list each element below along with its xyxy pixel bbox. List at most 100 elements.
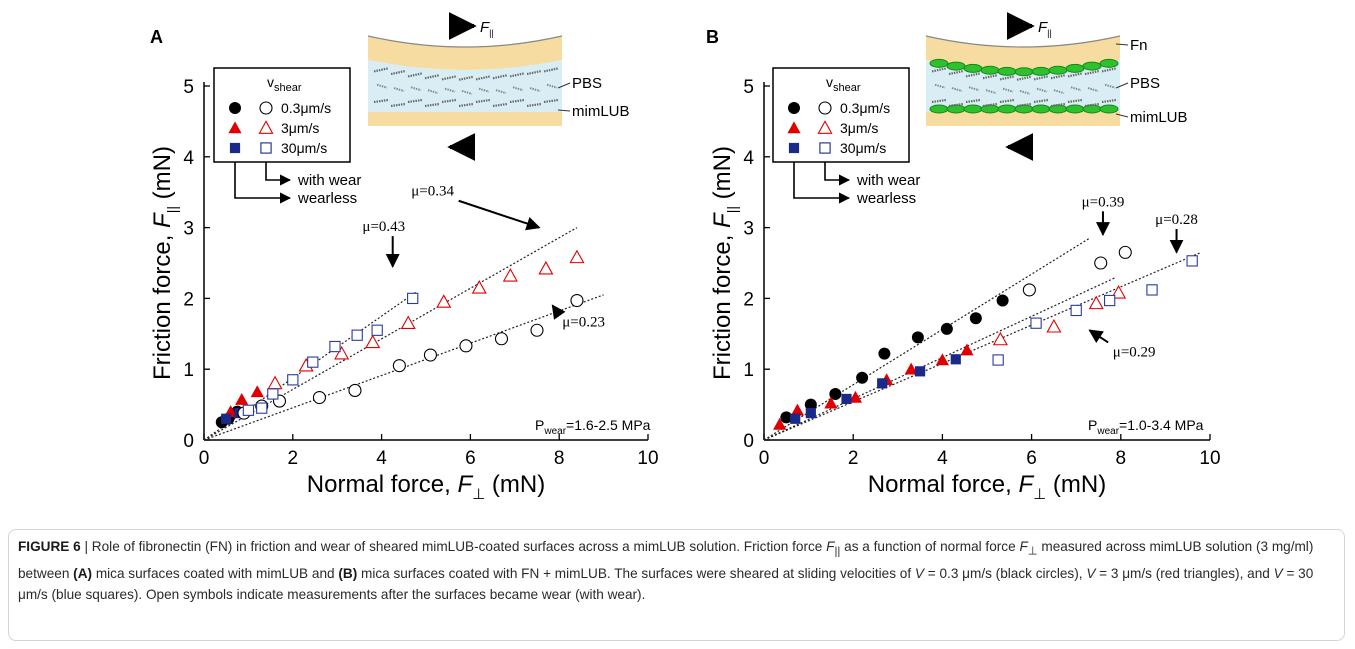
y-axis-title-text: Friction force, [709, 228, 736, 380]
data-point [848, 390, 863, 403]
data-point [904, 362, 918, 375]
y-axis-title-unit: (mN) [149, 146, 176, 206]
lubricin-chain [444, 87, 456, 93]
x-axis-title: Normal force, F⊥ (mN) [307, 471, 545, 503]
data-point [365, 334, 381, 349]
data-point [423, 348, 437, 362]
mu-annotation: μ=0.23 [562, 315, 605, 331]
data-point [996, 294, 1009, 307]
y-axis-title-text: Friction force, [149, 228, 176, 380]
shear-force-symbol: F [1038, 19, 1048, 36]
lubricin-chain [478, 87, 490, 93]
y-axis-title-symbol: F [709, 212, 736, 228]
lubricin-chain [951, 87, 963, 92]
data-point [221, 413, 232, 424]
fn-layer-blob [1065, 104, 1085, 114]
pressure-label-symbol: P [535, 417, 544, 433]
fn-layer-blob [997, 66, 1017, 76]
data-point [530, 323, 544, 337]
data-point [940, 322, 953, 335]
y-axis-title-subscript: || [724, 206, 740, 213]
caption-ref-a: (A) [73, 565, 93, 581]
fn-layer-blob [1099, 104, 1119, 114]
x-tick-label: 0 [759, 448, 770, 469]
data-point [307, 356, 319, 368]
x-axis-title-subscript: ⊥ [1033, 486, 1046, 503]
surface-schematic: F|| Fn PBS mimLUB [925, 12, 1188, 161]
y-tick-label: 1 [183, 360, 194, 381]
mu-arrow [1088, 329, 1109, 344]
data-point [436, 294, 452, 308]
figure-caption: FIGURE 6 | Role of fibronectin (FN) in f… [18, 536, 1336, 605]
mu-annotation: μ=0.28 [1155, 212, 1198, 228]
data-point [267, 388, 279, 400]
schematic-label-leader [1115, 113, 1129, 118]
caption-box [8, 529, 1345, 641]
schematic-label: PBS [1130, 75, 1160, 92]
data-point [471, 280, 487, 294]
data-point [780, 411, 793, 424]
data-point [1088, 295, 1104, 310]
data-point [351, 329, 363, 341]
y-tick-label: 1 [743, 360, 754, 381]
pressure-label-value: =1.0-3.4 MPa [1119, 417, 1204, 433]
fn-layer-blob [1082, 61, 1102, 71]
wearless-label: wearless [297, 190, 357, 207]
fn-layer-blob [929, 104, 949, 114]
legend-marker-open [817, 120, 833, 134]
caption-text-5: mica surfaces coated with FN + mimLUB. T… [357, 565, 915, 581]
legend-entry-label: 3μm/s [281, 120, 319, 136]
shear-force-label: F|| [480, 19, 494, 38]
fn-layer-blob [963, 63, 983, 73]
pressure-label-symbol: P [1088, 417, 1097, 433]
x-tick-label: 0 [199, 448, 210, 469]
mu-arrow [551, 304, 566, 320]
caption-symbol: V [1086, 565, 1096, 581]
x-tick-label: 8 [554, 448, 565, 469]
legend-marker-filled [229, 102, 241, 114]
lubricin-chain [1070, 86, 1082, 92]
x-tick-label: 10 [637, 448, 658, 469]
pbs-gap [926, 60, 1120, 112]
wearless-label: wearless [856, 190, 916, 207]
data-point [969, 312, 982, 325]
wearless-arrow [234, 162, 292, 204]
with-wear-label: with wear [856, 172, 920, 189]
data-point [1186, 255, 1198, 267]
schematic-label: PBS [572, 75, 602, 92]
panel-label: A [150, 27, 163, 47]
schematic-label-leader [1115, 82, 1129, 89]
legend-marker-open [818, 101, 832, 115]
y-tick-label: 0 [183, 431, 194, 452]
caption-text-3: measured across mimLUB solution (3 mg/ml… [18, 539, 1314, 581]
legend-marker-filled [787, 121, 801, 134]
lubricin-chain [1036, 87, 1048, 93]
caption-text-4: mica surfaces coated with mimLUB and [92, 565, 339, 581]
caption-text-6: = 0.3 μm/s (black circles), [924, 565, 1087, 581]
lubricin-chain [934, 83, 946, 89]
with-wear-arrow [824, 162, 851, 186]
y-tick-label: 3 [743, 219, 754, 240]
mu-annotation: μ=0.29 [1113, 344, 1156, 360]
data-point [877, 378, 888, 389]
y-axis-title-unit: (mN) [709, 146, 736, 206]
legend-title-subscript: shear [274, 82, 302, 94]
data-point [1022, 283, 1036, 297]
schematic-label-leader [1115, 43, 1129, 46]
y-tick-label: 2 [183, 289, 194, 310]
legend-entry-label: 0.3μm/s [281, 100, 331, 116]
shear-force-subscript: || [1047, 28, 1052, 38]
lubricin-chain [461, 89, 473, 95]
caption-symbol: V [914, 565, 924, 581]
caption-symbol: V [1273, 565, 1283, 581]
data-point [829, 387, 842, 400]
legend-entry-label: 0.3μm/s [840, 100, 890, 116]
x-axis-title-unit: (mN) [485, 471, 545, 498]
fn-layer-blob [946, 61, 966, 71]
pressure-label: Pwear=1.6-2.5 MPa [535, 417, 651, 437]
x-axis-title-unit: (mN) [1046, 471, 1106, 498]
lubricin-chain [1053, 89, 1065, 95]
lubricin-chain [1104, 83, 1116, 89]
data-point [400, 315, 416, 330]
